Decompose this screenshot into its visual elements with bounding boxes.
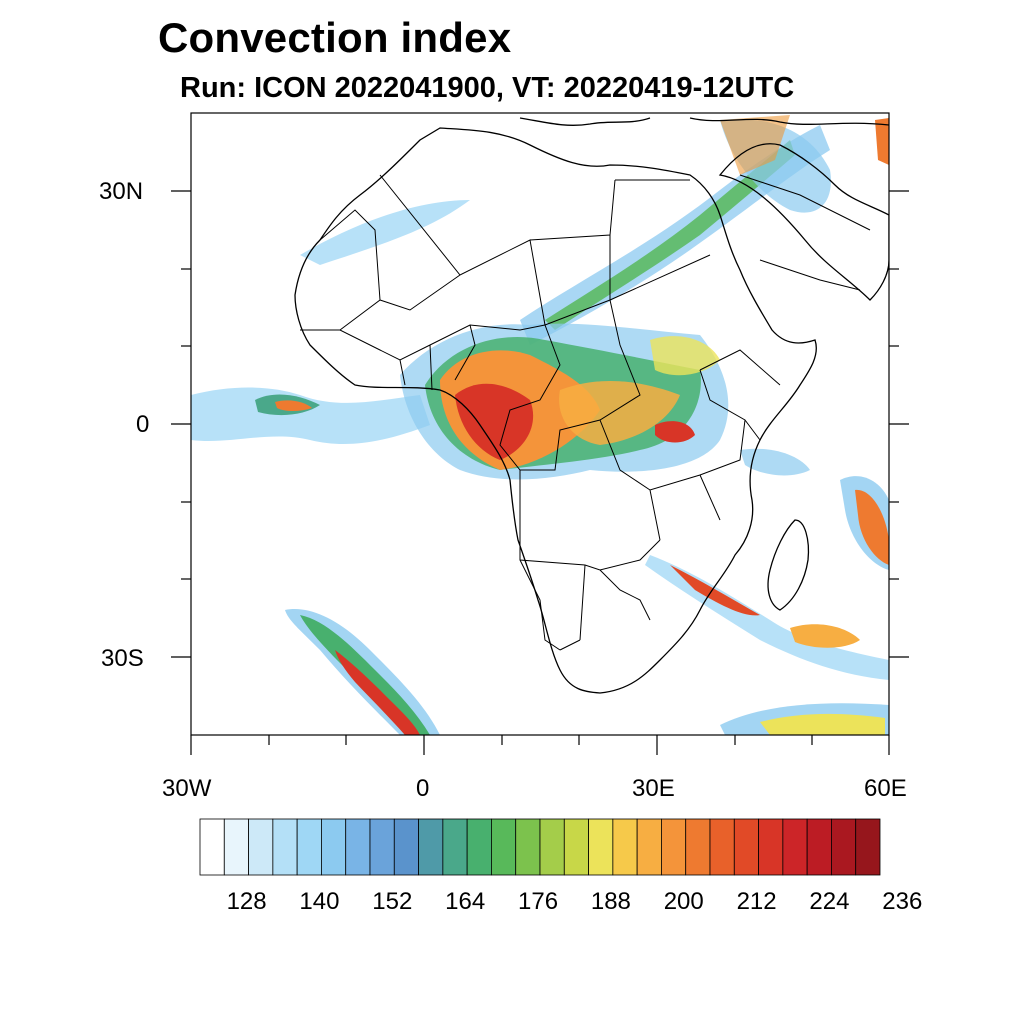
lon-label-30w: 30W xyxy=(162,775,212,802)
convection-madagascar-core xyxy=(855,489,889,565)
europe-coastline xyxy=(519,117,889,126)
colorbar-swatch xyxy=(369,818,395,876)
colorbar-swatch xyxy=(855,818,881,876)
map-title: Convection index xyxy=(158,14,512,61)
colorbar-swatch xyxy=(539,818,565,876)
colorbar-label: 176 xyxy=(518,888,559,915)
convection-atlantic-core xyxy=(275,400,312,411)
convection-central-africa-core xyxy=(455,383,534,460)
convection-lake-victoria xyxy=(655,421,695,443)
lon-label-0: 0 xyxy=(416,775,430,802)
convection-congo-east xyxy=(559,380,680,445)
colorbar-swatch xyxy=(636,818,662,876)
colorbar-label: 152 xyxy=(372,888,413,915)
colorbar-swatch xyxy=(806,818,832,876)
colorbar-swatch xyxy=(345,818,371,876)
convection-top-right xyxy=(875,118,889,165)
convection-east-coast xyxy=(740,448,810,476)
convection-band-northeast-core xyxy=(545,140,795,330)
colorbar-swatch xyxy=(831,818,857,876)
colorbar-swatch xyxy=(199,818,225,876)
convection-atlantic-band xyxy=(191,387,430,445)
border-sahel xyxy=(300,209,546,361)
colorbar-swatch xyxy=(442,818,468,876)
country-borders xyxy=(300,174,871,651)
convection-southeast-cell xyxy=(790,624,860,648)
colorbar-label: 164 xyxy=(445,888,486,915)
lon-label-30e: 30E xyxy=(632,775,675,802)
colorbar-label: 236 xyxy=(882,888,923,915)
colorbar-swatch xyxy=(588,818,614,876)
colorbar-swatch xyxy=(782,818,808,876)
colorbar xyxy=(199,818,881,876)
colorbar-swatch xyxy=(248,818,274,876)
lat-label-0: 0 xyxy=(136,411,150,438)
convection-south-atlantic-green xyxy=(300,615,430,735)
colorbar-swatch xyxy=(733,818,759,876)
colorbar-swatch xyxy=(223,818,249,876)
convection-ethiopia xyxy=(650,336,720,376)
convection-south-atlantic-core xyxy=(335,650,420,735)
colorbar-swatch xyxy=(612,818,638,876)
lat-label-30s: 30S xyxy=(101,645,144,672)
border-southern-africa xyxy=(519,470,661,651)
axis-ticks xyxy=(171,190,909,755)
lon-label-60e: 60E xyxy=(864,775,907,802)
map-subtitle: Run: ICON 2022041900, VT: 20220419-12UTC xyxy=(180,72,795,104)
border-central-africa xyxy=(499,299,746,491)
convection-mozambique-core xyxy=(670,565,760,616)
colorbar-swatch xyxy=(685,818,711,876)
colorbar-swatch xyxy=(466,818,492,876)
colorbar-swatch xyxy=(418,818,444,876)
colorbar-label: 224 xyxy=(809,888,850,915)
colorbar-label: 200 xyxy=(663,888,704,915)
colorbar-swatch xyxy=(296,818,322,876)
lat-label-30n: 30N xyxy=(99,178,144,205)
colorbar-label: 140 xyxy=(299,888,340,915)
colorbar-label: 188 xyxy=(590,888,631,915)
colorbar-swatch xyxy=(661,818,687,876)
colorbar-swatch xyxy=(563,818,589,876)
border-west-africa xyxy=(399,324,476,391)
colorbar-label: 128 xyxy=(226,888,267,915)
convection-north-top xyxy=(720,115,790,175)
colorbar-swatch xyxy=(321,818,347,876)
border-north-africa xyxy=(379,174,711,326)
africa-coastline xyxy=(294,127,817,694)
colorbar-label: 212 xyxy=(736,888,777,915)
convection-field xyxy=(191,115,889,735)
colorbar-swatch xyxy=(515,818,541,876)
convection-bottom-right-core xyxy=(760,713,885,735)
coastlines xyxy=(294,117,889,694)
convection-band-sahel xyxy=(300,200,470,265)
colorbar-swatch xyxy=(709,818,735,876)
colorbar-swatch xyxy=(393,818,419,876)
border-east-africa xyxy=(649,349,781,541)
colorbar-swatch xyxy=(272,818,298,876)
border-arabia xyxy=(739,174,871,291)
colorbar-swatch xyxy=(758,818,784,876)
madagascar-coastline xyxy=(767,519,810,611)
colorbar-swatch xyxy=(491,818,517,876)
